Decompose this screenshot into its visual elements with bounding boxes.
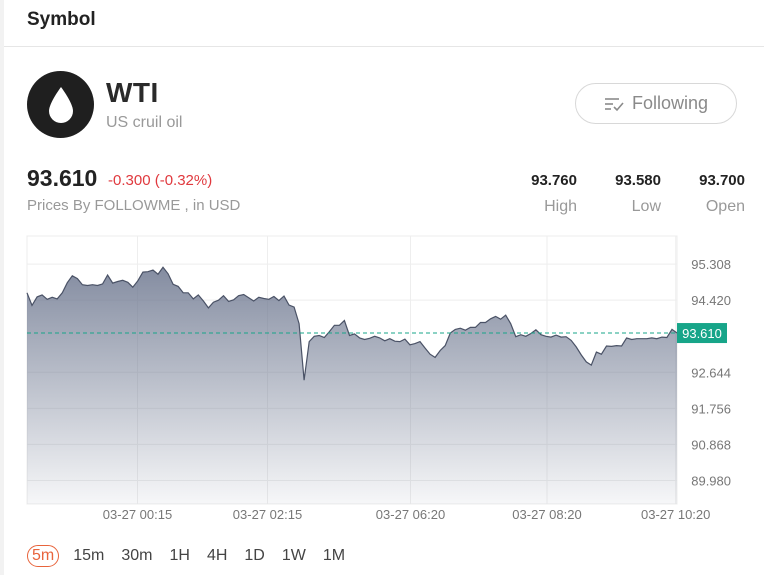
current-price-layer: 93.610 — [27, 323, 727, 344]
stat-high-value: 93.760 — [531, 172, 577, 189]
price-series-line — [26, 266, 678, 381]
current-price-tag — [677, 323, 727, 344]
y-axis: 95.308 94.420 92.644 91.756 90.868 89.980 — [691, 257, 731, 488]
symbol-description: US cruil oil — [106, 114, 183, 131]
y-tick-label: 89.980 — [691, 473, 731, 488]
x-tick-label: 03-27 10:20 — [641, 507, 710, 522]
interval-selector: 5m 15m 30m 1H 4H 1D 1W 1M — [27, 545, 362, 567]
price-source: Prices By FOLLOWME , in USD — [27, 197, 241, 214]
symbol-logo — [27, 71, 94, 138]
symbol-name: WTI — [106, 77, 159, 108]
page-title: Symbol — [27, 9, 96, 30]
interval-1h[interactable]: 1H — [169, 547, 190, 564]
following-button[interactable]: Following — [575, 83, 737, 124]
stat-low-value: 93.580 — [615, 172, 661, 189]
stat-open: 93.700 Open — [688, 172, 745, 216]
left-edge-rule — [0, 0, 4, 575]
x-tick-label: 03-27 02:15 — [233, 507, 302, 522]
y-tick-label: 92.644 — [691, 365, 731, 380]
list-check-icon — [604, 97, 624, 111]
interval-4h[interactable]: 4H — [206, 547, 228, 564]
stat-low-label: Low — [631, 198, 661, 215]
interval-15m[interactable]: 15m — [73, 547, 105, 564]
price-change: -0.300 (-0.32%) — [108, 172, 213, 189]
current-price-tag-label: 93.610 — [682, 326, 722, 341]
chart-area-layer — [26, 266, 678, 504]
price-area-fill — [27, 267, 677, 504]
following-label: Following — [631, 93, 709, 113]
x-tick-label: 03-27 06:20 — [376, 507, 445, 522]
y-tick-label: 91.756 — [691, 401, 731, 416]
interval-1m[interactable]: 1M — [322, 547, 346, 564]
oil-drop-icon — [48, 86, 73, 123]
price-chart[interactable]: 93.610 95.308 94.420 92.644 91.756 90.868 89.… — [0, 230, 764, 530]
stat-high: 93.760 High — [520, 172, 577, 216]
interval-30m[interactable]: 30m — [121, 547, 153, 564]
y-tick-label: 95.308 — [691, 257, 731, 272]
header-divider — [4, 46, 764, 47]
current-price: 93.610 — [27, 165, 98, 191]
stat-high-label: High — [544, 198, 577, 215]
interval-1d[interactable]: 1D — [244, 547, 265, 564]
x-axis: 03-27 00:15 03-27 02:15 03-27 06:20 03-27 0… — [103, 507, 711, 522]
price-chart-container[interactable]: 93.610 95.308 94.420 92.644 91.756 90.868 89.… — [0, 230, 764, 530]
y-tick-label: 94.420 — [691, 293, 731, 308]
stat-low: 93.580 Low — [605, 172, 661, 216]
interval-5m[interactable]: 5m — [27, 545, 60, 567]
x-tick-label: 03-27 08:20 — [512, 507, 581, 522]
stat-open-label: Open — [705, 198, 745, 215]
x-tick-label: 03-27 00:15 — [103, 507, 172, 522]
y-tick-label: 90.868 — [691, 437, 731, 452]
interval-1w[interactable]: 1W — [281, 547, 306, 564]
stat-open-value: 93.700 — [699, 172, 745, 189]
